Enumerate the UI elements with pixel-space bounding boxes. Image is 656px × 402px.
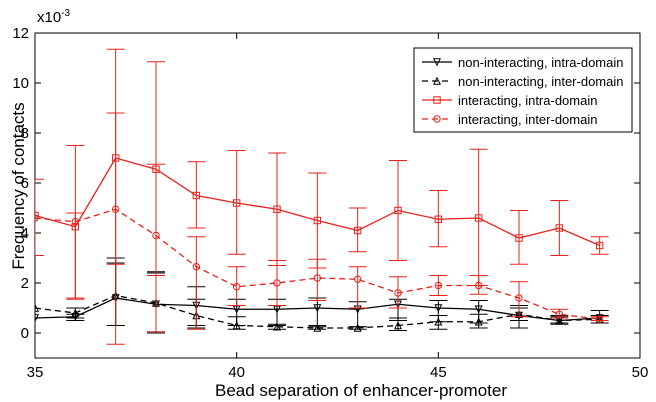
plot-area: 35 40 45 50 0 2 4 6 8 10 12 non-interacting, intra-…: [12, 25, 648, 381]
data-point: [192, 191, 201, 200]
axes-text-group: Bead separation of enhancer-promoter Fre…: [9, 8, 507, 400]
y-tick-label: 2: [21, 275, 29, 292]
y-tick-label: 10: [12, 75, 29, 92]
legend-swatch-marker: [432, 76, 442, 85]
series-group: [35, 48, 609, 345]
data-point: [434, 304, 443, 313]
series-1: [35, 257, 609, 334]
data-point: [232, 199, 241, 207]
series-line: [35, 297, 600, 322]
data-point: [595, 314, 604, 323]
series-line: [35, 294, 600, 329]
data-point: [35, 211, 39, 220]
data-point: [353, 275, 362, 283]
legend-swatch-marker: [432, 58, 442, 67]
data-point: [313, 304, 322, 313]
data-point: [434, 317, 443, 326]
data-point: [474, 305, 483, 314]
y-tick-label: 12: [12, 25, 29, 42]
data-point: [555, 310, 564, 318]
series-line: [35, 157, 600, 247]
y-tick-label: 4: [21, 225, 29, 242]
legend-label: non-interacting, intra-domain: [458, 55, 623, 70]
data-point: [595, 315, 604, 323]
data-point: [555, 224, 564, 232]
x-tick-label: 45: [430, 364, 447, 381]
x-axis-label: Bead separation of enhancer-promoter: [215, 381, 507, 400]
data-point: [273, 279, 281, 287]
data-point: [272, 322, 282, 331]
legend-label: interacting, intra-domain: [458, 93, 597, 108]
data-point: [232, 305, 241, 314]
data-point: [35, 303, 40, 312]
x-tick-label: 40: [228, 364, 245, 381]
legend-swatch-marker: [433, 96, 441, 104]
data-point: [514, 309, 524, 318]
series-line: [35, 208, 600, 320]
data-point: [192, 263, 201, 271]
data-point: [232, 283, 241, 291]
legend: non-interacting, intra-domain non-interac…: [413, 47, 633, 133]
data-point: [313, 274, 322, 282]
data-point: [272, 305, 282, 314]
y-axis-label: Frequency of contacts: [9, 102, 28, 269]
series-3: [35, 112, 609, 345]
data-point: [515, 294, 523, 302]
data-point: [232, 321, 241, 330]
data-point: [71, 218, 80, 226]
legend-label: non-interacting, inter-domain: [458, 74, 623, 89]
x-tick-label: 50: [632, 364, 649, 381]
data-point: [353, 323, 362, 332]
x-tick-label: 35: [27, 364, 44, 381]
data-point: [35, 314, 40, 323]
data-point: [474, 317, 483, 326]
y-tick-label: 8: [21, 125, 29, 142]
data-point: [555, 316, 564, 325]
data-point: [394, 289, 402, 297]
data-point: [474, 281, 483, 290]
data-point: [313, 216, 322, 225]
data-point: [434, 281, 443, 290]
data-point: [35, 214, 39, 222]
legend-swatch-marker: [433, 115, 441, 123]
data-point: [353, 226, 362, 235]
data-point: [394, 206, 402, 215]
data-point: [152, 231, 160, 240]
data-point: [515, 234, 523, 242]
data-point: [111, 205, 120, 213]
data-point: [313, 323, 322, 332]
data-point: [393, 321, 403, 330]
y-tick-label: 0: [21, 325, 29, 342]
legend-label: interacting, inter-domain: [458, 112, 597, 127]
data-point: [595, 241, 604, 250]
data-point: [434, 215, 443, 223]
data-point: [474, 214, 483, 222]
y-tick-label: 6: [21, 175, 29, 192]
data-point: [71, 308, 80, 317]
data-point: [273, 205, 281, 213]
y-exponent-label: x10-3: [37, 8, 71, 26]
